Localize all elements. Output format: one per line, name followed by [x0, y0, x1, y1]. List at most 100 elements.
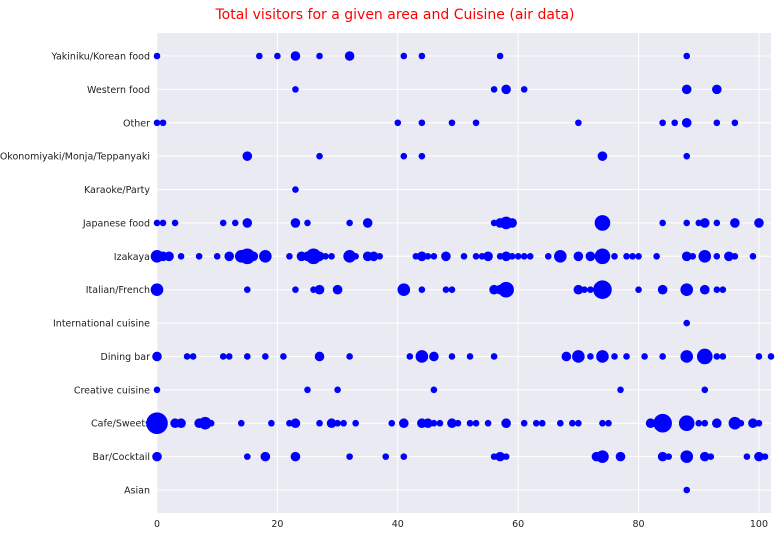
scatter-point [681, 117, 692, 128]
scatter-point [316, 52, 323, 60]
scatter-point [316, 419, 323, 427]
scatter-point [695, 419, 703, 427]
scatter-point [274, 52, 281, 60]
chart-title: Total visitors for a given area and Cuis… [214, 7, 574, 23]
scatter-point [755, 353, 763, 360]
scatter-point [406, 353, 414, 360]
scatter-point [508, 253, 516, 260]
scatter-point [286, 253, 293, 260]
scatter-point [207, 419, 215, 427]
scatter-point [376, 253, 384, 260]
y-tick-label: Creative cuisine [74, 385, 150, 396]
scatter-point [466, 419, 474, 427]
scatter-point [262, 353, 269, 360]
scatter-point [224, 251, 235, 262]
scatter-point [472, 419, 480, 427]
scatter-point [713, 286, 721, 293]
scatter-point [635, 253, 642, 260]
scatter-point [448, 119, 456, 127]
scatter-point [520, 253, 528, 260]
scatter-point [259, 250, 272, 263]
scatter-point [417, 251, 427, 262]
scatter-point [153, 386, 161, 394]
scatter-point [460, 253, 468, 260]
scatter-point [484, 419, 492, 427]
scatter-point [292, 86, 299, 93]
scatter-point [332, 284, 343, 295]
scatter-point [334, 386, 341, 394]
scatter-point [514, 253, 522, 260]
scatter-point [713, 119, 721, 127]
scatter-point [242, 218, 253, 228]
scatter-point [680, 350, 694, 363]
scatter-point [572, 350, 585, 363]
scatter-point [761, 453, 769, 460]
scatter-point [699, 451, 710, 462]
scatter-point [713, 253, 721, 260]
scatter-point [767, 353, 775, 360]
scatter-point [314, 284, 325, 295]
scatter-point [430, 386, 438, 394]
scatter-point [520, 86, 528, 93]
scatter-point [472, 119, 480, 127]
scatter-point [573, 251, 584, 262]
scatter-point [429, 351, 439, 362]
scatter-point [501, 84, 511, 95]
scatter-point [701, 386, 709, 394]
plot-area [157, 33, 771, 513]
scatter-point [490, 353, 498, 360]
scatter-point [448, 286, 456, 293]
scatter-point [418, 152, 426, 160]
scatter-point [683, 486, 691, 494]
scatter-point [680, 283, 694, 296]
scatter-point [496, 52, 504, 60]
scatter-point [653, 253, 660, 260]
scatter-point [290, 51, 301, 61]
scatter-point [153, 119, 161, 127]
scatter-point [150, 283, 164, 296]
scatter-point [268, 419, 275, 427]
scatter-point [314, 351, 325, 362]
y-tick-label: Other [123, 118, 150, 129]
scatter-point [728, 416, 742, 430]
scatter-point [659, 119, 666, 127]
scatter-point [594, 248, 611, 265]
scatter-point [152, 351, 162, 362]
scatter-point [573, 284, 584, 295]
scatter-point [346, 219, 353, 227]
scatter-point [713, 353, 721, 360]
scatter-point [501, 251, 511, 262]
y-tick-label: Italian/French [86, 285, 150, 296]
scatter-point [352, 419, 359, 427]
scatter-point [399, 418, 409, 429]
scatter-point [243, 353, 251, 360]
scatter-point [483, 251, 493, 262]
scatter-point [290, 218, 301, 228]
scatter-point [225, 353, 233, 360]
scatter-point [189, 353, 197, 360]
scatter-point [322, 253, 329, 260]
scatter-point [594, 215, 611, 231]
scatter-point [544, 253, 552, 260]
scatter-point [219, 353, 227, 360]
scatter-point [724, 251, 734, 262]
scatter-point [743, 453, 751, 460]
scatter-point [260, 451, 271, 462]
y-axis: Asian Bar/Cocktail Cafe/Sweets Creative cui… [0, 52, 150, 497]
y-tick-label: Western food [87, 85, 150, 96]
scatter-point [256, 52, 263, 60]
scatter-point [340, 419, 347, 427]
y-tick-label: International cuisine [53, 319, 150, 330]
scatter-point [237, 419, 245, 427]
scatter-point [159, 219, 167, 227]
scatter-point [596, 350, 609, 363]
scatter-point [597, 151, 608, 161]
scatter-point [290, 451, 301, 462]
scatter-point [171, 219, 179, 227]
scatter-point [754, 451, 764, 462]
scatter-point [678, 415, 695, 432]
y-tick-label: Yakiniku/Korean food [50, 52, 150, 63]
scatter-point [554, 250, 567, 263]
scatter-point [397, 283, 411, 296]
y-tick-label: Bar/Cocktail [93, 452, 150, 463]
